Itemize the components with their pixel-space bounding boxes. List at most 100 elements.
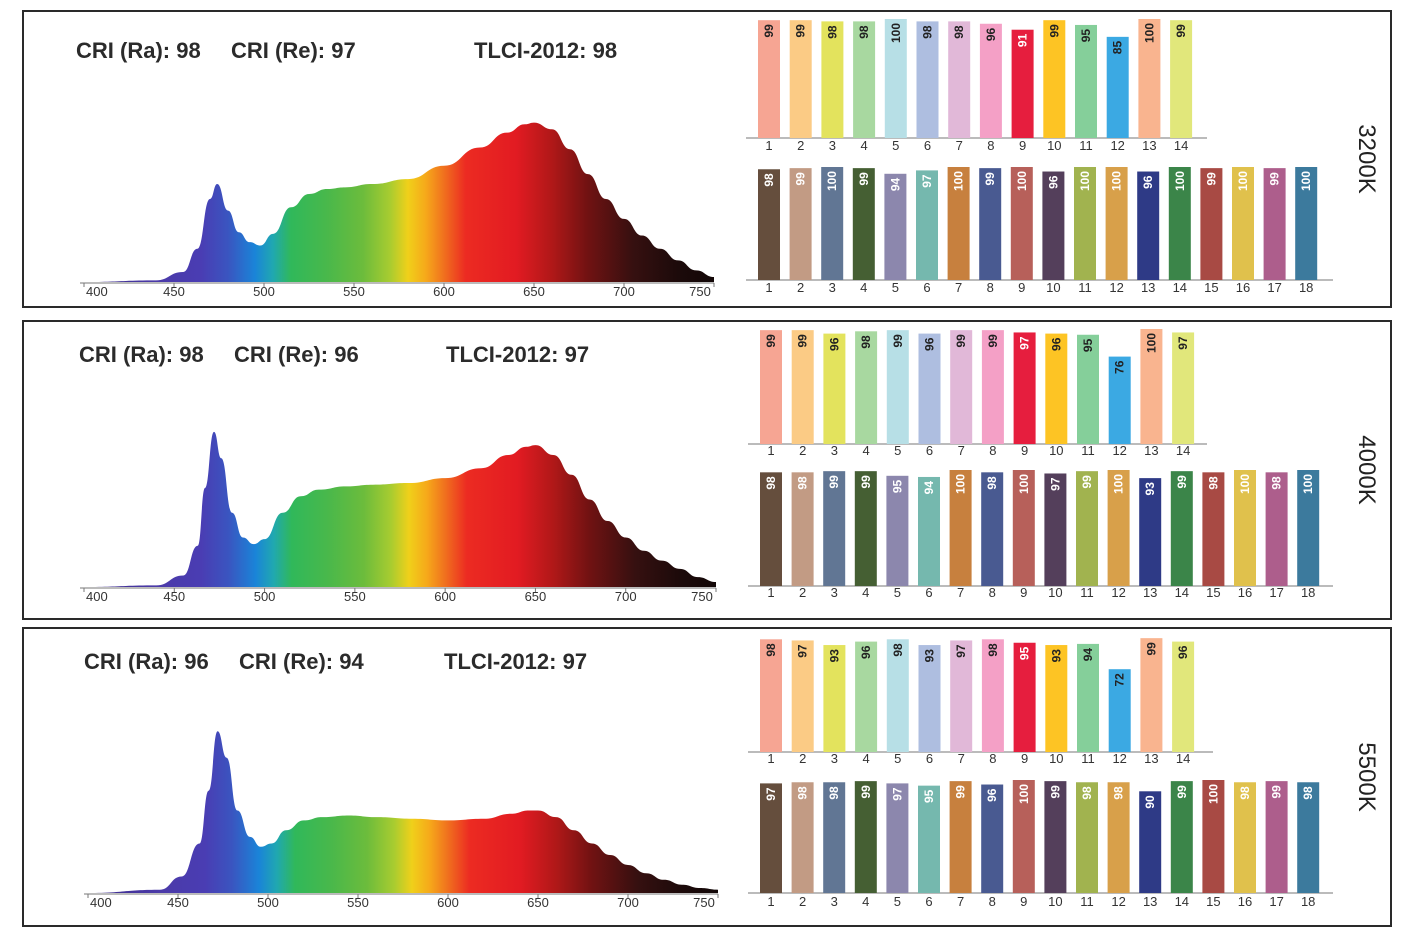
- re-bar: [1263, 168, 1286, 280]
- r-value-label: 98: [764, 643, 778, 657]
- re-category-label: 12: [1111, 585, 1125, 600]
- r-category-label: 13: [1144, 443, 1158, 458]
- r-bar: [823, 333, 846, 444]
- re-category-label: 15: [1206, 894, 1220, 909]
- r-bar: [1108, 669, 1131, 752]
- re-value-label: 99: [1175, 475, 1189, 489]
- re-bar: [981, 472, 1004, 586]
- re-value-label: 99: [1270, 785, 1284, 799]
- r-value-label: 72: [1113, 673, 1127, 687]
- re-bar: [852, 168, 875, 280]
- r-bar: [855, 331, 878, 444]
- spectrum-x-tick-label: 750: [693, 895, 715, 910]
- re-category-label: 5: [894, 585, 901, 600]
- r-bar: [789, 20, 812, 138]
- r-category-label: 4: [860, 138, 867, 153]
- re-value-label: 100: [1301, 474, 1315, 494]
- r-category-label: 9: [1021, 443, 1028, 458]
- re-category-label: 14: [1175, 894, 1189, 909]
- spectrum-x-tick-label: 450: [163, 589, 185, 604]
- r-bar: [886, 330, 909, 444]
- spectrum-area: [84, 122, 714, 282]
- spectrum-x-tick-label: 400: [90, 895, 112, 910]
- spectrum-x-tick-label: 650: [523, 284, 545, 299]
- r-bar: [823, 645, 846, 752]
- re-value-label: 98: [1080, 786, 1094, 800]
- r-category-label: 8: [989, 751, 996, 766]
- re-bar: [918, 785, 940, 893]
- re-category-label: 17: [1269, 585, 1283, 600]
- r-category-label: 2: [799, 443, 806, 458]
- r-value-label: 97: [1018, 336, 1032, 350]
- r-category-label: 6: [926, 751, 933, 766]
- r-value-label: 93: [923, 649, 937, 663]
- r-category-label: 6: [926, 443, 933, 458]
- re-bar: [947, 167, 970, 280]
- r-value-label: 95: [1081, 338, 1095, 352]
- r-value-label: 99: [794, 24, 808, 38]
- r-value-label: 96: [859, 645, 873, 659]
- r-value-label: 98: [859, 335, 873, 349]
- r-value-label: 96: [923, 337, 937, 351]
- r-bar: [950, 640, 973, 752]
- re-category-label: 10: [1048, 894, 1062, 909]
- r-category-label: 2: [799, 751, 806, 766]
- tlci-value: TLCI-2012: 97: [444, 649, 588, 674]
- r-value-label: 96: [1176, 645, 1190, 659]
- re-bar: [1265, 472, 1288, 586]
- re-value-label: 99: [859, 475, 873, 489]
- re-bar: [1012, 470, 1035, 586]
- cct-label: 4000K: [1353, 435, 1380, 505]
- re-value-label: 100: [1017, 784, 1031, 804]
- re-bar: [1265, 781, 1288, 893]
- spectrum-x-tick-label: 750: [689, 284, 711, 299]
- r-bar: [855, 641, 878, 752]
- r-category-label: 5: [894, 443, 901, 458]
- cri-re-value: CRI (Re): 96: [234, 342, 359, 367]
- re-value-label: 100: [1110, 171, 1124, 191]
- r-bar: [1108, 356, 1131, 444]
- r-category-label: 5: [894, 751, 901, 766]
- r-value-label: 76: [1113, 360, 1127, 374]
- re-category-label: 15: [1204, 280, 1218, 295]
- re-value-label: 90: [1143, 795, 1157, 809]
- r-value-label: 99: [796, 334, 810, 348]
- re-category-label: 4: [860, 280, 867, 295]
- re-value-label: 100: [1173, 171, 1187, 191]
- r-category-label: 3: [831, 443, 838, 458]
- re-value-label: 97: [890, 787, 904, 801]
- r-bar: [1172, 641, 1195, 752]
- r-category-label: 7: [956, 138, 963, 153]
- r-value-label: 99: [762, 24, 776, 38]
- re-bar: [823, 782, 846, 893]
- re-bar: [1295, 167, 1318, 280]
- r-bar: [791, 640, 814, 752]
- r-category-label: 4: [862, 751, 869, 766]
- re-bar: [1076, 471, 1098, 586]
- r-category-label: 11: [1079, 138, 1093, 153]
- re-category-label: 17: [1269, 894, 1283, 909]
- r-bar: [1170, 20, 1193, 138]
- re-category-label: 2: [799, 585, 806, 600]
- spectrum-x-tick-label: 400: [86, 589, 108, 604]
- r-bar: [981, 330, 1004, 444]
- r-category-label: 4: [862, 443, 869, 458]
- r-category-label: 5: [892, 138, 899, 153]
- r-category-label: 8: [989, 443, 996, 458]
- re-value-label: 99: [794, 172, 808, 186]
- r-category-label: 13: [1144, 751, 1158, 766]
- r-value-label: 93: [1049, 649, 1063, 663]
- re-category-label: 17: [1267, 280, 1281, 295]
- re-value-label: 95: [922, 789, 936, 803]
- re-bar: [1297, 782, 1320, 893]
- spectrum-x-tick-label: 700: [615, 589, 637, 604]
- r-bar: [1011, 29, 1034, 138]
- re-category-label: 12: [1111, 894, 1125, 909]
- re-bar: [821, 167, 844, 280]
- r-bar: [1077, 334, 1099, 444]
- r-bar: [853, 21, 876, 139]
- r-value-label: 94: [1081, 648, 1095, 662]
- re-value-label: 100: [1299, 171, 1313, 191]
- r-value-label: 99: [1174, 24, 1188, 38]
- re-value-label: 98: [827, 786, 841, 800]
